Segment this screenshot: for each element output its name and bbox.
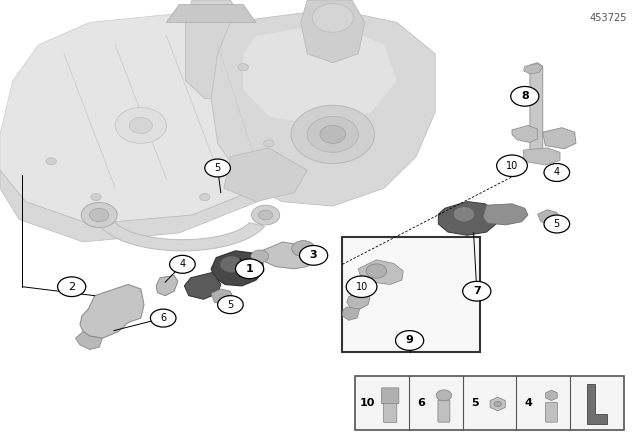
Circle shape <box>454 207 474 221</box>
Polygon shape <box>186 0 243 99</box>
Circle shape <box>291 105 374 164</box>
Polygon shape <box>156 276 178 296</box>
Polygon shape <box>301 0 365 63</box>
Polygon shape <box>166 4 256 22</box>
Circle shape <box>252 205 280 225</box>
Polygon shape <box>224 148 307 202</box>
Circle shape <box>436 390 452 401</box>
Circle shape <box>307 116 358 152</box>
Circle shape <box>300 246 328 265</box>
Polygon shape <box>512 125 538 142</box>
Text: 6: 6 <box>417 398 425 408</box>
Polygon shape <box>524 148 560 165</box>
Circle shape <box>544 164 570 181</box>
Polygon shape <box>0 134 320 242</box>
Text: 8: 8 <box>521 91 529 101</box>
Polygon shape <box>76 332 102 349</box>
Polygon shape <box>587 384 607 424</box>
Circle shape <box>396 331 424 350</box>
Circle shape <box>220 256 243 272</box>
Text: 453725: 453725 <box>589 13 627 23</box>
FancyBboxPatch shape <box>438 400 450 422</box>
Text: 5: 5 <box>214 163 221 173</box>
Circle shape <box>200 194 210 201</box>
Polygon shape <box>347 291 370 309</box>
Text: 10: 10 <box>359 398 374 408</box>
Polygon shape <box>530 63 543 156</box>
Polygon shape <box>243 22 397 125</box>
Text: 4: 4 <box>554 168 560 177</box>
Text: 10: 10 <box>355 282 368 292</box>
Circle shape <box>312 4 353 32</box>
FancyBboxPatch shape <box>383 401 397 422</box>
Polygon shape <box>483 204 528 225</box>
Circle shape <box>494 401 501 407</box>
Polygon shape <box>358 260 403 284</box>
Polygon shape <box>543 128 576 149</box>
Polygon shape <box>342 307 360 320</box>
Circle shape <box>320 125 346 143</box>
Text: 7: 7 <box>473 286 481 296</box>
Text: 6: 6 <box>160 313 166 323</box>
Polygon shape <box>211 9 435 206</box>
Circle shape <box>264 140 274 147</box>
Polygon shape <box>100 223 264 251</box>
Text: 10: 10 <box>506 161 518 171</box>
Text: 2: 2 <box>68 282 76 292</box>
Circle shape <box>497 155 527 177</box>
Polygon shape <box>0 13 333 224</box>
Text: 3: 3 <box>310 250 317 260</box>
Text: 5: 5 <box>554 219 560 229</box>
Circle shape <box>238 64 248 71</box>
FancyBboxPatch shape <box>355 376 624 430</box>
Circle shape <box>236 259 264 279</box>
Circle shape <box>511 86 539 106</box>
FancyBboxPatch shape <box>545 402 557 422</box>
Circle shape <box>259 210 273 220</box>
Circle shape <box>170 255 195 273</box>
Polygon shape <box>256 242 314 269</box>
Text: 1: 1 <box>246 264 253 274</box>
Polygon shape <box>80 284 144 338</box>
Circle shape <box>150 309 176 327</box>
Text: 5: 5 <box>227 300 234 310</box>
FancyBboxPatch shape <box>342 237 480 352</box>
Circle shape <box>292 241 315 257</box>
Text: 4: 4 <box>179 259 186 269</box>
Circle shape <box>366 264 387 278</box>
Circle shape <box>81 202 117 228</box>
Polygon shape <box>524 64 543 74</box>
Polygon shape <box>538 210 560 224</box>
Circle shape <box>544 215 570 233</box>
Circle shape <box>218 296 243 314</box>
Polygon shape <box>438 202 496 235</box>
Text: 9: 9 <box>406 336 413 345</box>
Text: 4: 4 <box>524 398 532 408</box>
Polygon shape <box>211 251 264 286</box>
Circle shape <box>463 281 491 301</box>
Circle shape <box>46 158 56 165</box>
Polygon shape <box>184 272 221 299</box>
Circle shape <box>115 108 166 143</box>
Circle shape <box>129 117 152 134</box>
Text: 5: 5 <box>471 398 478 408</box>
Circle shape <box>251 250 269 263</box>
Circle shape <box>90 208 109 222</box>
FancyBboxPatch shape <box>381 388 399 404</box>
Circle shape <box>205 159 230 177</box>
Polygon shape <box>211 289 234 305</box>
Polygon shape <box>546 390 557 401</box>
Circle shape <box>58 277 86 297</box>
Circle shape <box>91 194 101 201</box>
Polygon shape <box>490 397 505 411</box>
Circle shape <box>346 276 377 297</box>
